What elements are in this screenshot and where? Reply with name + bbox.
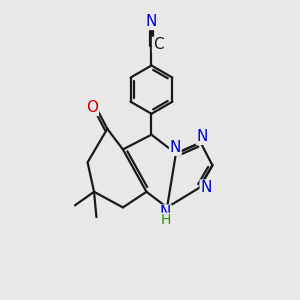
Text: O: O [86, 100, 98, 116]
Text: N: N [160, 205, 171, 220]
Text: N: N [146, 14, 157, 29]
Text: N: N [200, 180, 211, 195]
Text: N: N [196, 129, 208, 144]
Text: C: C [153, 38, 163, 52]
Text: N: N [169, 140, 181, 155]
Text: H: H [160, 213, 171, 227]
